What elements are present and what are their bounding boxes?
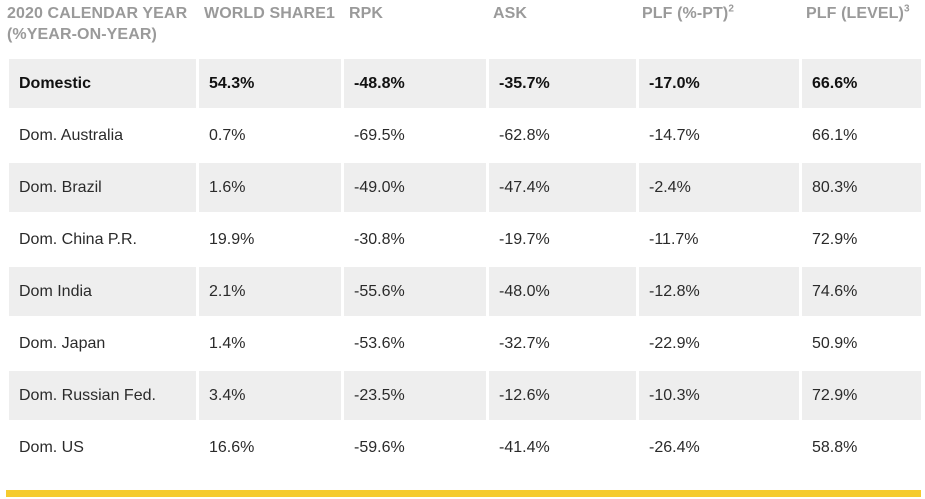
table-row: Dom. US 16.6% -59.6% -41.4% -26.4% 58.8% — [9, 423, 921, 472]
header-calendar-year-line1: 2020 CALENDAR YEAR — [7, 5, 188, 22]
cell-market: Dom India — [9, 267, 196, 316]
cell-market: Dom. US — [19, 438, 84, 456]
header-plf-pt-footnote: 2 — [728, 3, 734, 15]
cell-plf-pt: -11.7% — [649, 230, 699, 248]
header-plf-pt-label: PLF (%-PT) — [642, 5, 729, 22]
cell-rpk: -30.8% — [354, 230, 405, 248]
cell-plf-pt: -26.4% — [649, 438, 700, 456]
cell-market: Dom. Russian Fed. — [9, 371, 196, 420]
cell-plf-level: 66.1% — [812, 126, 858, 144]
accent-bar — [6, 490, 921, 497]
header-calendar-year-line2: (%YEAR-ON-YEAR) — [7, 26, 157, 43]
cell-share: 54.3% — [199, 59, 341, 108]
cell-plf-level: 66.6% — [802, 59, 921, 108]
cell-ask: -35.7% — [489, 59, 636, 108]
cell-rpk: -59.6% — [354, 438, 405, 456]
cell-plf-level: 72.9% — [802, 371, 921, 420]
cell-plf-pt: -17.0% — [639, 59, 799, 108]
cell-plf-pt: -14.7% — [649, 126, 700, 144]
table-row: Dom. China P.R. 19.9% -30.8% -19.7% -11.7% 72… — [9, 215, 921, 264]
cell-market: Dom. China P.R. — [19, 230, 137, 248]
cell-rpk: -48.8% — [344, 59, 486, 108]
cell-share: 1.4% — [209, 334, 246, 352]
cell-rpk: -23.5% — [344, 371, 486, 420]
header-plf-level: PLF (LEVEL)3 — [806, 3, 910, 24]
cell-market: Domestic — [9, 59, 196, 108]
cell-ask: -48.0% — [489, 267, 636, 316]
header-calendar-year: 2020 CALENDAR YEAR (%YEAR-ON-YEAR) — [7, 3, 187, 45]
cell-rpk: -55.6% — [344, 267, 486, 316]
header-plf-pt: PLF (%-PT)2 — [642, 3, 734, 24]
cell-plf-pt: -2.4% — [639, 163, 799, 212]
table-row: Domestic 54.3% -48.8% -35.7% -17.0% 66.6% — [9, 59, 921, 108]
table-row: Dom. Brazil 1.6% -49.0% -47.4% -2.4% 80.3% — [9, 163, 921, 212]
cell-share: 19.9% — [209, 230, 255, 248]
cell-share: 2.1% — [199, 267, 341, 316]
cell-market: Dom. Japan — [19, 334, 106, 352]
cell-share: 0.7% — [209, 126, 246, 144]
cell-ask: -62.8% — [499, 126, 550, 144]
table-row: Dom India 2.1% -55.6% -48.0% -12.8% 74.6% — [9, 267, 921, 316]
cell-share: 16.6% — [209, 438, 255, 456]
cell-ask: -19.7% — [499, 230, 550, 248]
cell-ask: -41.4% — [499, 438, 550, 456]
cell-market: Dom. Australia — [19, 126, 124, 144]
table-row: Dom. Australia 0.7% -69.5% -62.8% -14.7% 66.1… — [9, 111, 921, 160]
header-world-share: WORLD SHARE1 — [204, 5, 335, 22]
table-header: 2020 CALENDAR YEAR (%YEAR-ON-YEAR) WORLD… — [0, 0, 925, 52]
cell-market: Dom. Brazil — [9, 163, 196, 212]
cell-plf-level: 80.3% — [802, 163, 921, 212]
cell-rpk: -69.5% — [354, 126, 405, 144]
cell-plf-level: 74.6% — [802, 267, 921, 316]
cell-ask: -47.4% — [489, 163, 636, 212]
cell-rpk: -53.6% — [354, 334, 405, 352]
cell-plf-pt: -12.8% — [639, 267, 799, 316]
header-plf-level-label: PLF (LEVEL) — [806, 5, 904, 22]
header-plf-level-footnote: 3 — [903, 3, 910, 15]
header-ask: ASK — [493, 5, 528, 22]
data-table: Domestic 54.3% -48.8% -35.7% -17.0% 66.6% Dom.… — [6, 56, 924, 475]
cell-share: 1.6% — [199, 163, 341, 212]
cell-rpk: -49.0% — [344, 163, 486, 212]
cell-plf-pt: -22.9% — [649, 334, 700, 352]
table-row: Dom. Japan 1.4% -53.6% -32.7% -22.9% 50.9% — [9, 319, 921, 368]
cell-plf-level: 72.9% — [812, 230, 858, 248]
header-rpk: RPK — [349, 5, 384, 22]
cell-plf-level: 50.9% — [812, 334, 858, 352]
cell-plf-pt: -10.3% — [639, 371, 799, 420]
cell-ask: -12.6% — [489, 371, 636, 420]
cell-ask: -32.7% — [499, 334, 550, 352]
cell-plf-level: 58.8% — [812, 438, 858, 456]
cell-share: 3.4% — [199, 371, 341, 420]
table-row: Dom. Russian Fed. 3.4% -23.5% -12.6% -10.3% 7… — [9, 371, 921, 420]
